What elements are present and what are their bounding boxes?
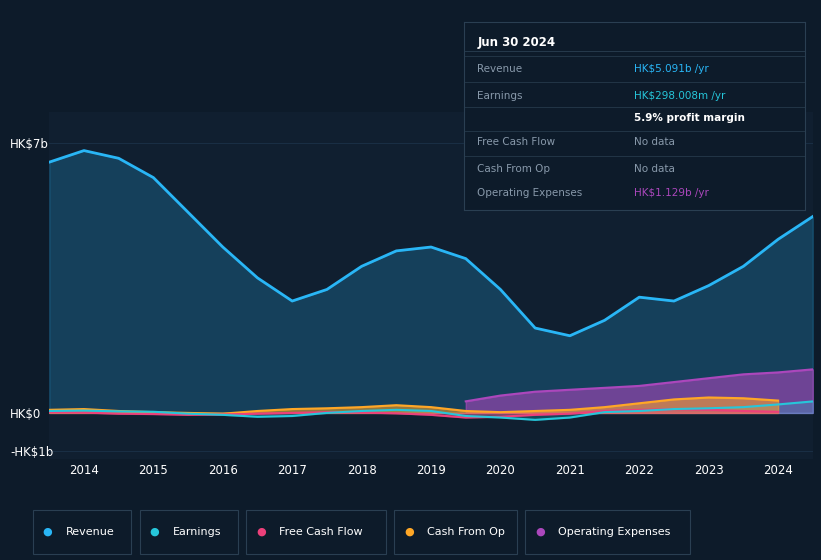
Text: Cash From Op: Cash From Op	[427, 527, 505, 537]
Text: Free Cash Flow: Free Cash Flow	[279, 527, 363, 537]
Text: Revenue: Revenue	[66, 527, 114, 537]
Text: Operating Expenses: Operating Expenses	[478, 188, 583, 198]
Text: ●: ●	[535, 527, 545, 537]
Text: Jun 30 2024: Jun 30 2024	[478, 35, 556, 49]
Text: ●: ●	[404, 527, 414, 537]
Text: HK$5.091b /yr: HK$5.091b /yr	[635, 64, 709, 74]
Text: Earnings: Earnings	[478, 91, 523, 101]
Text: ●: ●	[43, 527, 53, 537]
Text: Free Cash Flow: Free Cash Flow	[478, 137, 556, 147]
Text: Operating Expenses: Operating Expenses	[558, 527, 671, 537]
Text: HK$298.008m /yr: HK$298.008m /yr	[635, 91, 726, 101]
Text: ●: ●	[149, 527, 159, 537]
Text: HK$1.129b /yr: HK$1.129b /yr	[635, 188, 709, 198]
Text: No data: No data	[635, 164, 675, 174]
Text: No data: No data	[635, 137, 675, 147]
Text: Earnings: Earnings	[172, 527, 221, 537]
Text: 5.9% profit margin: 5.9% profit margin	[635, 113, 745, 123]
Text: Revenue: Revenue	[478, 64, 523, 74]
Text: ●: ●	[256, 527, 266, 537]
Text: Cash From Op: Cash From Op	[478, 164, 551, 174]
